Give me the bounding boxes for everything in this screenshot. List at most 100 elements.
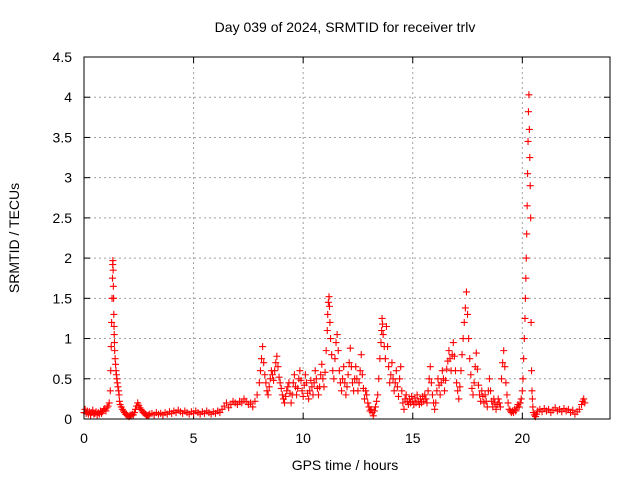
data-point xyxy=(324,298,332,306)
data-point xyxy=(296,367,304,375)
data-point xyxy=(116,397,124,405)
data-point xyxy=(293,391,301,399)
data-point xyxy=(270,376,278,384)
x-tick-label: 5 xyxy=(190,430,198,446)
data-point xyxy=(432,399,440,407)
data-point xyxy=(308,383,316,391)
data-point xyxy=(468,384,476,392)
data-point xyxy=(379,320,387,328)
data-point xyxy=(338,387,346,395)
data-point xyxy=(329,367,337,375)
data-point xyxy=(266,375,274,383)
data-point xyxy=(272,359,280,367)
data-point xyxy=(276,379,284,387)
y-tick-label: 0 xyxy=(64,411,72,427)
data-point xyxy=(367,405,375,413)
data-point xyxy=(130,409,138,417)
data-point xyxy=(255,379,263,387)
data-point xyxy=(287,399,295,407)
data-point xyxy=(341,379,349,387)
data-point xyxy=(247,399,255,407)
data-point xyxy=(466,355,474,363)
data-point xyxy=(457,367,465,375)
data-point xyxy=(436,391,444,399)
data-point xyxy=(499,359,507,367)
data-point xyxy=(344,371,352,379)
y-tick-label: 4 xyxy=(64,89,72,105)
data-point xyxy=(402,391,410,399)
data-point xyxy=(469,391,477,399)
data-point xyxy=(273,352,281,360)
data-point xyxy=(109,282,117,290)
y-axis-label: SRMTID / TECUs xyxy=(6,183,22,293)
data-point xyxy=(328,351,336,359)
x-axis-label: GPS time / hours xyxy=(292,457,399,473)
data-point xyxy=(521,314,529,322)
data-point xyxy=(301,371,309,379)
data-points xyxy=(80,91,589,421)
data-point xyxy=(297,376,305,384)
data-point xyxy=(373,397,381,405)
data-point xyxy=(259,343,267,351)
data-point xyxy=(528,387,536,395)
data-point xyxy=(110,310,118,318)
data-point xyxy=(515,403,523,411)
data-point xyxy=(496,403,504,411)
data-point xyxy=(299,392,307,400)
data-point xyxy=(518,387,526,395)
data-point xyxy=(330,375,338,383)
data-point xyxy=(271,367,279,375)
data-point xyxy=(438,367,446,375)
data-point xyxy=(378,327,386,335)
data-point xyxy=(364,399,372,407)
data-point xyxy=(398,387,406,395)
data-point xyxy=(343,383,351,391)
data-point xyxy=(520,335,528,343)
data-point xyxy=(348,379,356,387)
data-point xyxy=(395,392,403,400)
data-point xyxy=(400,405,408,413)
data-point xyxy=(355,379,363,387)
data-point xyxy=(522,274,530,282)
data-point xyxy=(500,347,508,355)
data-point xyxy=(324,310,332,318)
data-point xyxy=(521,294,529,302)
grid-lines xyxy=(84,57,610,419)
x-tick-label: 0 xyxy=(80,430,88,446)
data-point xyxy=(258,355,266,363)
data-point xyxy=(478,387,486,395)
data-point xyxy=(475,381,482,389)
data-point xyxy=(370,407,378,415)
data-point xyxy=(321,368,329,376)
data-point xyxy=(413,391,421,399)
data-point xyxy=(379,331,387,339)
data-point xyxy=(105,399,113,407)
data-point xyxy=(504,399,512,407)
data-point xyxy=(472,349,480,357)
y-tick-label: 4.5 xyxy=(53,49,73,65)
data-point xyxy=(533,410,541,418)
data-point xyxy=(315,391,323,399)
y-tick-label: 3 xyxy=(64,170,72,186)
data-point xyxy=(391,379,399,387)
data-point xyxy=(325,302,333,310)
data-point xyxy=(310,379,318,387)
data-point xyxy=(408,392,416,400)
data-point xyxy=(433,387,441,395)
data-point xyxy=(524,137,532,145)
axes: 0 0.5 1 1.5 2 2.5 3 3.5 4 4.5 0 5 10 15 20 xyxy=(53,49,610,446)
data-point xyxy=(492,405,500,413)
data-point xyxy=(422,395,430,403)
y-tick-label: 2.5 xyxy=(53,210,73,226)
data-point xyxy=(275,373,283,381)
data-point xyxy=(278,391,286,399)
data-point xyxy=(331,355,339,363)
data-point xyxy=(503,391,511,399)
data-point xyxy=(524,108,532,116)
data-point xyxy=(502,379,510,387)
data-point xyxy=(358,371,366,379)
data-point xyxy=(517,395,525,403)
data-point xyxy=(456,383,464,391)
data-point xyxy=(473,365,481,373)
data-point xyxy=(526,182,534,190)
